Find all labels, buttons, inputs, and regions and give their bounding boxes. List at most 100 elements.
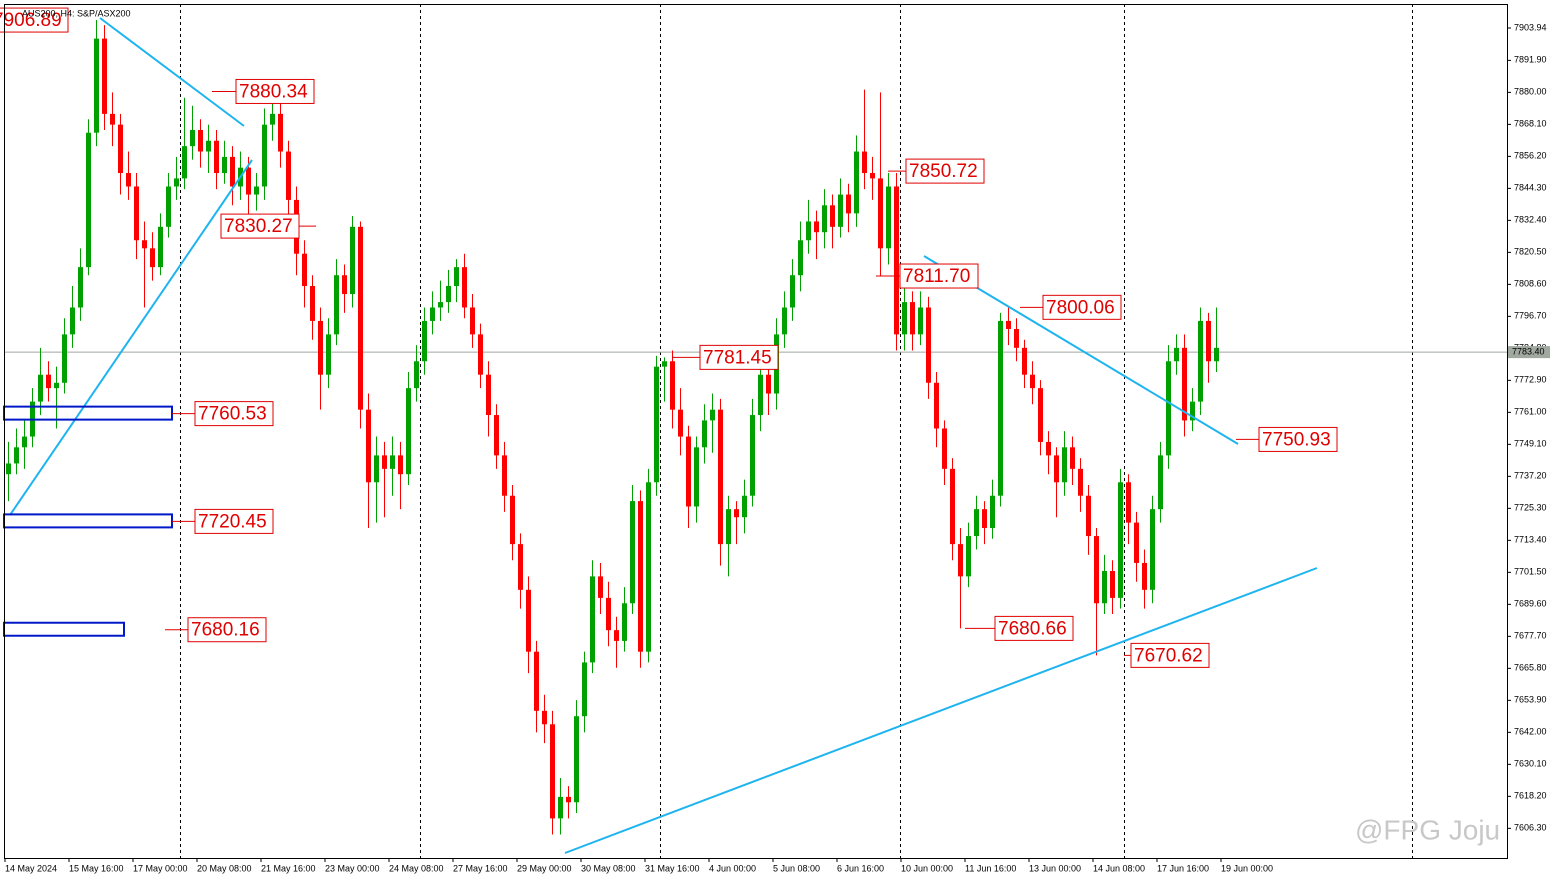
candle-body bbox=[926, 307, 931, 383]
x-tick-label: 5 Jun 08:00 bbox=[773, 863, 820, 873]
annotation-label: 7906.89 bbox=[0, 10, 62, 31]
day-separators bbox=[180, 4, 1413, 858]
candle-body bbox=[838, 194, 843, 227]
candle-body bbox=[326, 334, 331, 375]
candle-body bbox=[350, 226, 355, 295]
candle-body bbox=[78, 267, 83, 308]
candle-body bbox=[254, 186, 259, 195]
annotations: 7906.89 7880.34 7830.27 7760.53 7720.45 7680.… bbox=[0, 7, 1338, 668]
candle-body bbox=[38, 374, 43, 402]
y-tick-label: 7606.30 bbox=[1514, 823, 1547, 833]
candle-body bbox=[1078, 468, 1083, 496]
y-tick-label: 7761.00 bbox=[1514, 407, 1547, 417]
candle-body bbox=[302, 253, 307, 286]
candle-body bbox=[710, 409, 715, 421]
candle-body bbox=[1070, 447, 1075, 469]
y-tick-label: 7665.80 bbox=[1514, 663, 1547, 673]
y-tick-label: 7808.60 bbox=[1514, 279, 1547, 289]
candle-body bbox=[542, 710, 547, 725]
annotation-box bbox=[194, 401, 274, 427]
annotation-label: 7670.62 bbox=[1134, 645, 1203, 666]
candle-body bbox=[758, 374, 763, 416]
candle-body bbox=[102, 38, 107, 114]
candle-body bbox=[1118, 482, 1123, 598]
x-tick-label: 17 May 00:00 bbox=[133, 863, 188, 873]
candle-body bbox=[526, 589, 531, 652]
candle-body bbox=[262, 124, 267, 187]
candle-body bbox=[334, 275, 339, 335]
annotation-label: 7880.34 bbox=[239, 81, 308, 102]
candle-body bbox=[206, 140, 211, 152]
candle-body bbox=[182, 146, 187, 179]
candle-body bbox=[286, 151, 291, 200]
candle-body bbox=[1142, 562, 1147, 590]
candle-body bbox=[374, 455, 379, 483]
trend-line bbox=[564, 567, 1318, 854]
last-price-label: 7783.40 bbox=[1512, 346, 1545, 356]
candle-body bbox=[670, 361, 675, 410]
y-tick-label: 7749.10 bbox=[1514, 439, 1547, 449]
candle-body bbox=[246, 167, 251, 195]
candle-body bbox=[1030, 374, 1035, 389]
x-tick-label: 6 Jun 16:00 bbox=[837, 863, 884, 873]
candle-body bbox=[814, 221, 819, 233]
x-tick-label: 23 May 00:00 bbox=[325, 863, 380, 873]
candle-body bbox=[1174, 347, 1179, 362]
candle-body bbox=[830, 205, 835, 227]
candle-body bbox=[1006, 320, 1011, 329]
candle-body bbox=[158, 226, 163, 268]
x-tick-label: 29 May 00:00 bbox=[517, 863, 572, 873]
candle-body bbox=[190, 130, 195, 147]
x-tick-label: 15 May 16:00 bbox=[69, 863, 124, 873]
candle-body bbox=[470, 307, 475, 335]
candle-body bbox=[310, 285, 315, 321]
x-tick-label: 24 May 08:00 bbox=[389, 863, 444, 873]
candle-body bbox=[678, 409, 683, 437]
candle-body bbox=[1014, 328, 1019, 348]
candle-body bbox=[478, 334, 483, 375]
candle-body bbox=[230, 156, 235, 187]
candle-body bbox=[486, 374, 491, 416]
candle-body bbox=[854, 151, 859, 214]
candle-body bbox=[734, 509, 739, 518]
candle-body bbox=[766, 374, 771, 394]
annotation-label: 7680.66 bbox=[998, 618, 1067, 639]
candle-body bbox=[166, 186, 171, 227]
watermark: @FPG Joju bbox=[1355, 814, 1500, 845]
y-tick-label: 7856.20 bbox=[1514, 151, 1547, 161]
candle-body bbox=[870, 173, 875, 179]
x-tick-label: 13 Jun 00:00 bbox=[1029, 863, 1081, 873]
candle-body bbox=[582, 662, 587, 717]
y-tick-label: 7844.30 bbox=[1514, 183, 1547, 193]
candle-body bbox=[726, 509, 731, 545]
candle-body bbox=[46, 374, 51, 389]
candle-body bbox=[1054, 455, 1059, 483]
candle-body bbox=[1198, 320, 1203, 402]
x-tick-label: 19 Jun 00:00 bbox=[1221, 863, 1273, 873]
candle-body bbox=[718, 409, 723, 545]
candle-body bbox=[646, 482, 651, 652]
candle-body bbox=[1126, 482, 1131, 523]
candle-body bbox=[62, 334, 67, 383]
candle-body bbox=[558, 796, 563, 819]
y-tick-label: 7689.60 bbox=[1514, 599, 1547, 609]
candle-body bbox=[1134, 522, 1139, 563]
candle-body bbox=[598, 576, 603, 598]
candle-body bbox=[382, 455, 387, 469]
candle-body bbox=[494, 415, 499, 456]
y-tick-label: 7903.94 bbox=[1514, 22, 1547, 32]
candle-body bbox=[1038, 388, 1043, 442]
x-tick-label: 14 Jun 08:00 bbox=[1093, 863, 1145, 873]
candle-body bbox=[222, 156, 227, 174]
x-tick-label: 30 May 08:00 bbox=[581, 863, 636, 873]
candle-body bbox=[454, 267, 459, 286]
candle-body bbox=[14, 447, 19, 464]
candle-body bbox=[638, 501, 643, 652]
candle-body bbox=[694, 447, 699, 507]
candle-body bbox=[150, 248, 155, 268]
candle-body bbox=[862, 151, 867, 174]
y-tick-label: 7796.70 bbox=[1514, 311, 1547, 321]
candle-body bbox=[70, 307, 75, 335]
candle-body bbox=[750, 415, 755, 496]
